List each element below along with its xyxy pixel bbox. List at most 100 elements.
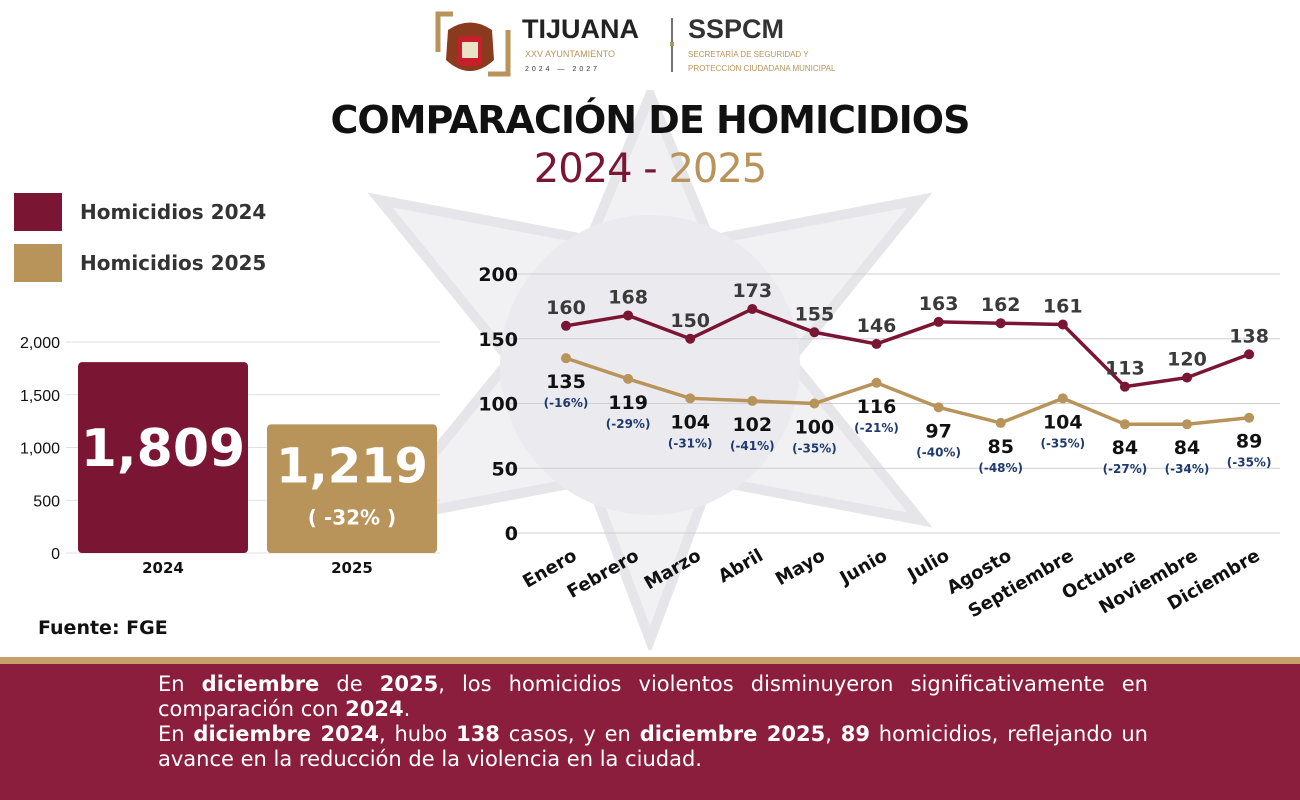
- bar-value-label: 1,809: [81, 419, 245, 479]
- data-label-2025: 84: [1112, 437, 1138, 459]
- series-line-2025: [565, 356, 1250, 426]
- bar-x-label: 2024: [142, 559, 184, 577]
- summary-segment: casos, y en: [499, 722, 640, 746]
- bar-y-tick-label: 1,000: [20, 441, 60, 458]
- month-label: Junio: [835, 545, 891, 590]
- data-label-2025: 104: [1043, 411, 1083, 433]
- data-label-2024: 155: [795, 303, 835, 325]
- bar-y-tick-label: 1,500: [20, 388, 60, 405]
- summary-segment: de: [319, 672, 380, 696]
- pct-change-label: (-35%): [792, 442, 837, 456]
- pct-change-label: (-16%): [544, 396, 589, 410]
- legend-item-2024: Homicidios 2024: [14, 193, 266, 231]
- data-point-2024: [1182, 372, 1192, 383]
- data-label-2024: 138: [1229, 325, 1269, 347]
- data-label-2025: 104: [670, 411, 710, 433]
- summary-segment: , los homicidios violentos disminuyeron …: [158, 672, 1148, 721]
- data-point-2025: [561, 353, 571, 364]
- data-label-2025: 116: [857, 396, 897, 418]
- data-point-2024: [1057, 319, 1068, 330]
- line-y-tick-label: 50: [492, 458, 518, 480]
- data-label-2024: 161: [1043, 296, 1083, 318]
- month-label: Febrero: [564, 545, 643, 603]
- page-subtitle: 2024 - 2025: [0, 146, 1300, 192]
- police-badge-watermark: [367, 90, 933, 650]
- line-y-tick-label: 150: [478, 329, 518, 351]
- data-label-2024: 162: [981, 294, 1021, 316]
- bar-value-label: 1,219: [276, 438, 428, 494]
- line-y-tick-label: 200: [478, 264, 518, 286]
- data-point-2024: [871, 338, 882, 349]
- logo-bracket: [435, 11, 453, 52]
- month-label: Marzo: [641, 545, 705, 594]
- data-label-2024: 113: [1105, 358, 1145, 380]
- agency-line1: SECRETARÍA DE SEGURIDAD Y: [688, 50, 809, 59]
- data-label-2024: 150: [670, 310, 710, 332]
- month-label: Abril: [715, 545, 767, 587]
- bar-2025: [267, 424, 437, 553]
- agency-line2: PROTECCIÓN CIUDADANA MUNICIPAL: [688, 64, 836, 73]
- pct-change-label: (-31%): [668, 436, 713, 450]
- pct-change-label: (-35%): [1040, 436, 1085, 450]
- pct-change-label: (-21%): [854, 421, 899, 435]
- pct-change-label: (-40%): [916, 445, 961, 459]
- data-point-2024: [933, 316, 944, 327]
- data-label-2025: 97: [925, 420, 951, 442]
- bar-y-tick-label: 0: [51, 546, 60, 563]
- data-point-2024: [995, 318, 1006, 329]
- summary-segment: diciembre: [201, 672, 320, 696]
- summary-segment: 89: [840, 722, 870, 746]
- legend-label: Homicidios 2024: [80, 200, 267, 224]
- line-y-tick-label: 100: [478, 394, 518, 416]
- brand-text: TIJUANA: [522, 14, 639, 44]
- summary-segment: En: [158, 672, 202, 696]
- tijuana-coat-of-arms-icon: [446, 22, 494, 71]
- pct-change-label: (-27%): [1103, 462, 1148, 476]
- data-label-2024: 160: [546, 297, 586, 319]
- data-label-2025: 135: [546, 371, 586, 393]
- subtitle-year-2025: 2025: [668, 146, 767, 192]
- data-label-2024: 173: [732, 280, 772, 302]
- legend-swatch-2025: [14, 244, 62, 282]
- summary-segment: En: [158, 722, 194, 746]
- data-label-2025: 100: [795, 417, 835, 439]
- header-logos: TIJUANA XXV AYUNTAMIENTO 2024 — 2027 SSP…: [435, 11, 836, 77]
- period-text: 2024 — 2027: [525, 66, 600, 73]
- data-point-2025: [1057, 393, 1068, 404]
- bar-x-label: 2025: [331, 559, 373, 577]
- data-label-2025: 89: [1236, 431, 1262, 453]
- data-label-2025: 102: [732, 414, 772, 436]
- summary-segment: ,: [825, 722, 841, 746]
- summary-segment: diciembre 2024: [193, 722, 379, 746]
- legend-swatch-2024: [14, 193, 62, 231]
- summary-segment: , hubo: [378, 722, 457, 746]
- data-point-2025: [1244, 412, 1255, 423]
- month-label: Mayo: [772, 545, 829, 590]
- data-label-2025: 85: [987, 436, 1013, 458]
- annual-bar-chart: 0 500 1,000 1,500 2,000 1,809 2024 1,219 2025 ( -…: [20, 335, 440, 577]
- data-point-2024: [623, 310, 634, 321]
- data-point-2025: [1182, 419, 1192, 430]
- summary-segment: .: [403, 697, 411, 721]
- summary-segment: 2024: [345, 697, 404, 721]
- data-label-2024: 146: [857, 315, 897, 337]
- data-point-2024: [561, 320, 571, 331]
- pct-change-label: (-35%): [1227, 456, 1272, 470]
- legend-item-2025: Homicidios 2025: [14, 244, 266, 282]
- summary-paragraph-1: En diciembre de 2025, los homicidios vio…: [158, 672, 1148, 722]
- summary-text: En diciembre de 2025, los homicidios vio…: [158, 672, 1148, 772]
- bar-y-tick-label: 500: [33, 493, 60, 510]
- summary-segment: homicidios, reflejando un avance en la r…: [158, 722, 1148, 771]
- summary-segment: 2025: [379, 672, 439, 696]
- subtitle-year-2024: 2024: [533, 146, 633, 192]
- bar-y-tick-label: 2,000: [20, 335, 60, 352]
- data-point-2025: [685, 393, 696, 404]
- data-point-2025: [933, 402, 944, 413]
- data-point-2025: [747, 395, 758, 406]
- data-point-2024: [809, 327, 820, 338]
- agency-text: SSPCM: [688, 14, 784, 44]
- legend-label: Homicidios 2025: [80, 251, 267, 275]
- data-point-2024: [685, 333, 696, 344]
- pct-change-label: (-34%): [1165, 462, 1210, 476]
